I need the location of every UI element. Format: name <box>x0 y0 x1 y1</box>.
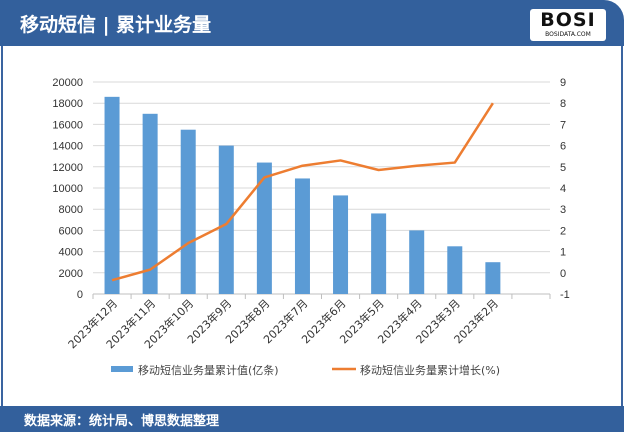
bar <box>142 113 158 294</box>
right-tick-label: 6 <box>560 141 566 153</box>
left-tick-label: 6000 <box>59 225 83 237</box>
left-tick-label: 16000 <box>52 119 83 131</box>
legend-line-label: 移动短信业务量累计增长(%) <box>360 363 500 377</box>
bar <box>294 178 310 294</box>
bar <box>485 262 501 294</box>
left-tick-label: 12000 <box>52 162 83 174</box>
right-tick-label: 3 <box>560 204 566 216</box>
right-tick-label: 7 <box>560 119 566 131</box>
left-tick-label: 8000 <box>59 204 83 216</box>
bar <box>447 246 463 294</box>
left-tick-label: 0 <box>77 289 83 301</box>
page-title: 移动短信 | 累计业务量 <box>20 14 212 36</box>
left-tick-label: 20000 <box>52 77 83 89</box>
right-tick-label: 5 <box>560 162 566 174</box>
bar <box>104 96 120 294</box>
left-tick-label: 2000 <box>59 268 83 280</box>
logo: BOSI BOSIDATA.COM <box>530 9 606 41</box>
right-tick-label: 9 <box>560 77 566 89</box>
left-tick-label: 14000 <box>52 141 83 153</box>
bar <box>333 195 349 294</box>
left-tick-label: 4000 <box>59 247 83 259</box>
right-tick-label: 0 <box>560 268 566 280</box>
left-tick-label: 10000 <box>52 183 83 195</box>
source-note: 数据来源：统计局、博思数据整理 <box>24 414 220 429</box>
right-tick-label: -1 <box>560 289 570 301</box>
footer: 数据来源：统计局、博思数据整理 <box>0 406 624 432</box>
legend-bar-label: 移动短信业务量累计值(亿条) <box>138 363 279 377</box>
bar <box>371 213 387 294</box>
right-tick-label: 1 <box>560 247 566 259</box>
bar <box>180 129 196 294</box>
right-tick-label: 8 <box>560 98 566 110</box>
bar <box>256 162 272 294</box>
left-tick-label: 18000 <box>52 98 83 110</box>
bar <box>409 230 425 294</box>
growth-line <box>111 102 494 282</box>
bar <box>218 145 234 294</box>
right-tick-label: 2 <box>560 225 566 237</box>
right-tick-label: 4 <box>560 183 566 195</box>
header: 移动短信 | 累计业务量 BOSI BOSIDATA.COM <box>0 0 624 46</box>
legend-bar-swatch <box>111 366 133 372</box>
